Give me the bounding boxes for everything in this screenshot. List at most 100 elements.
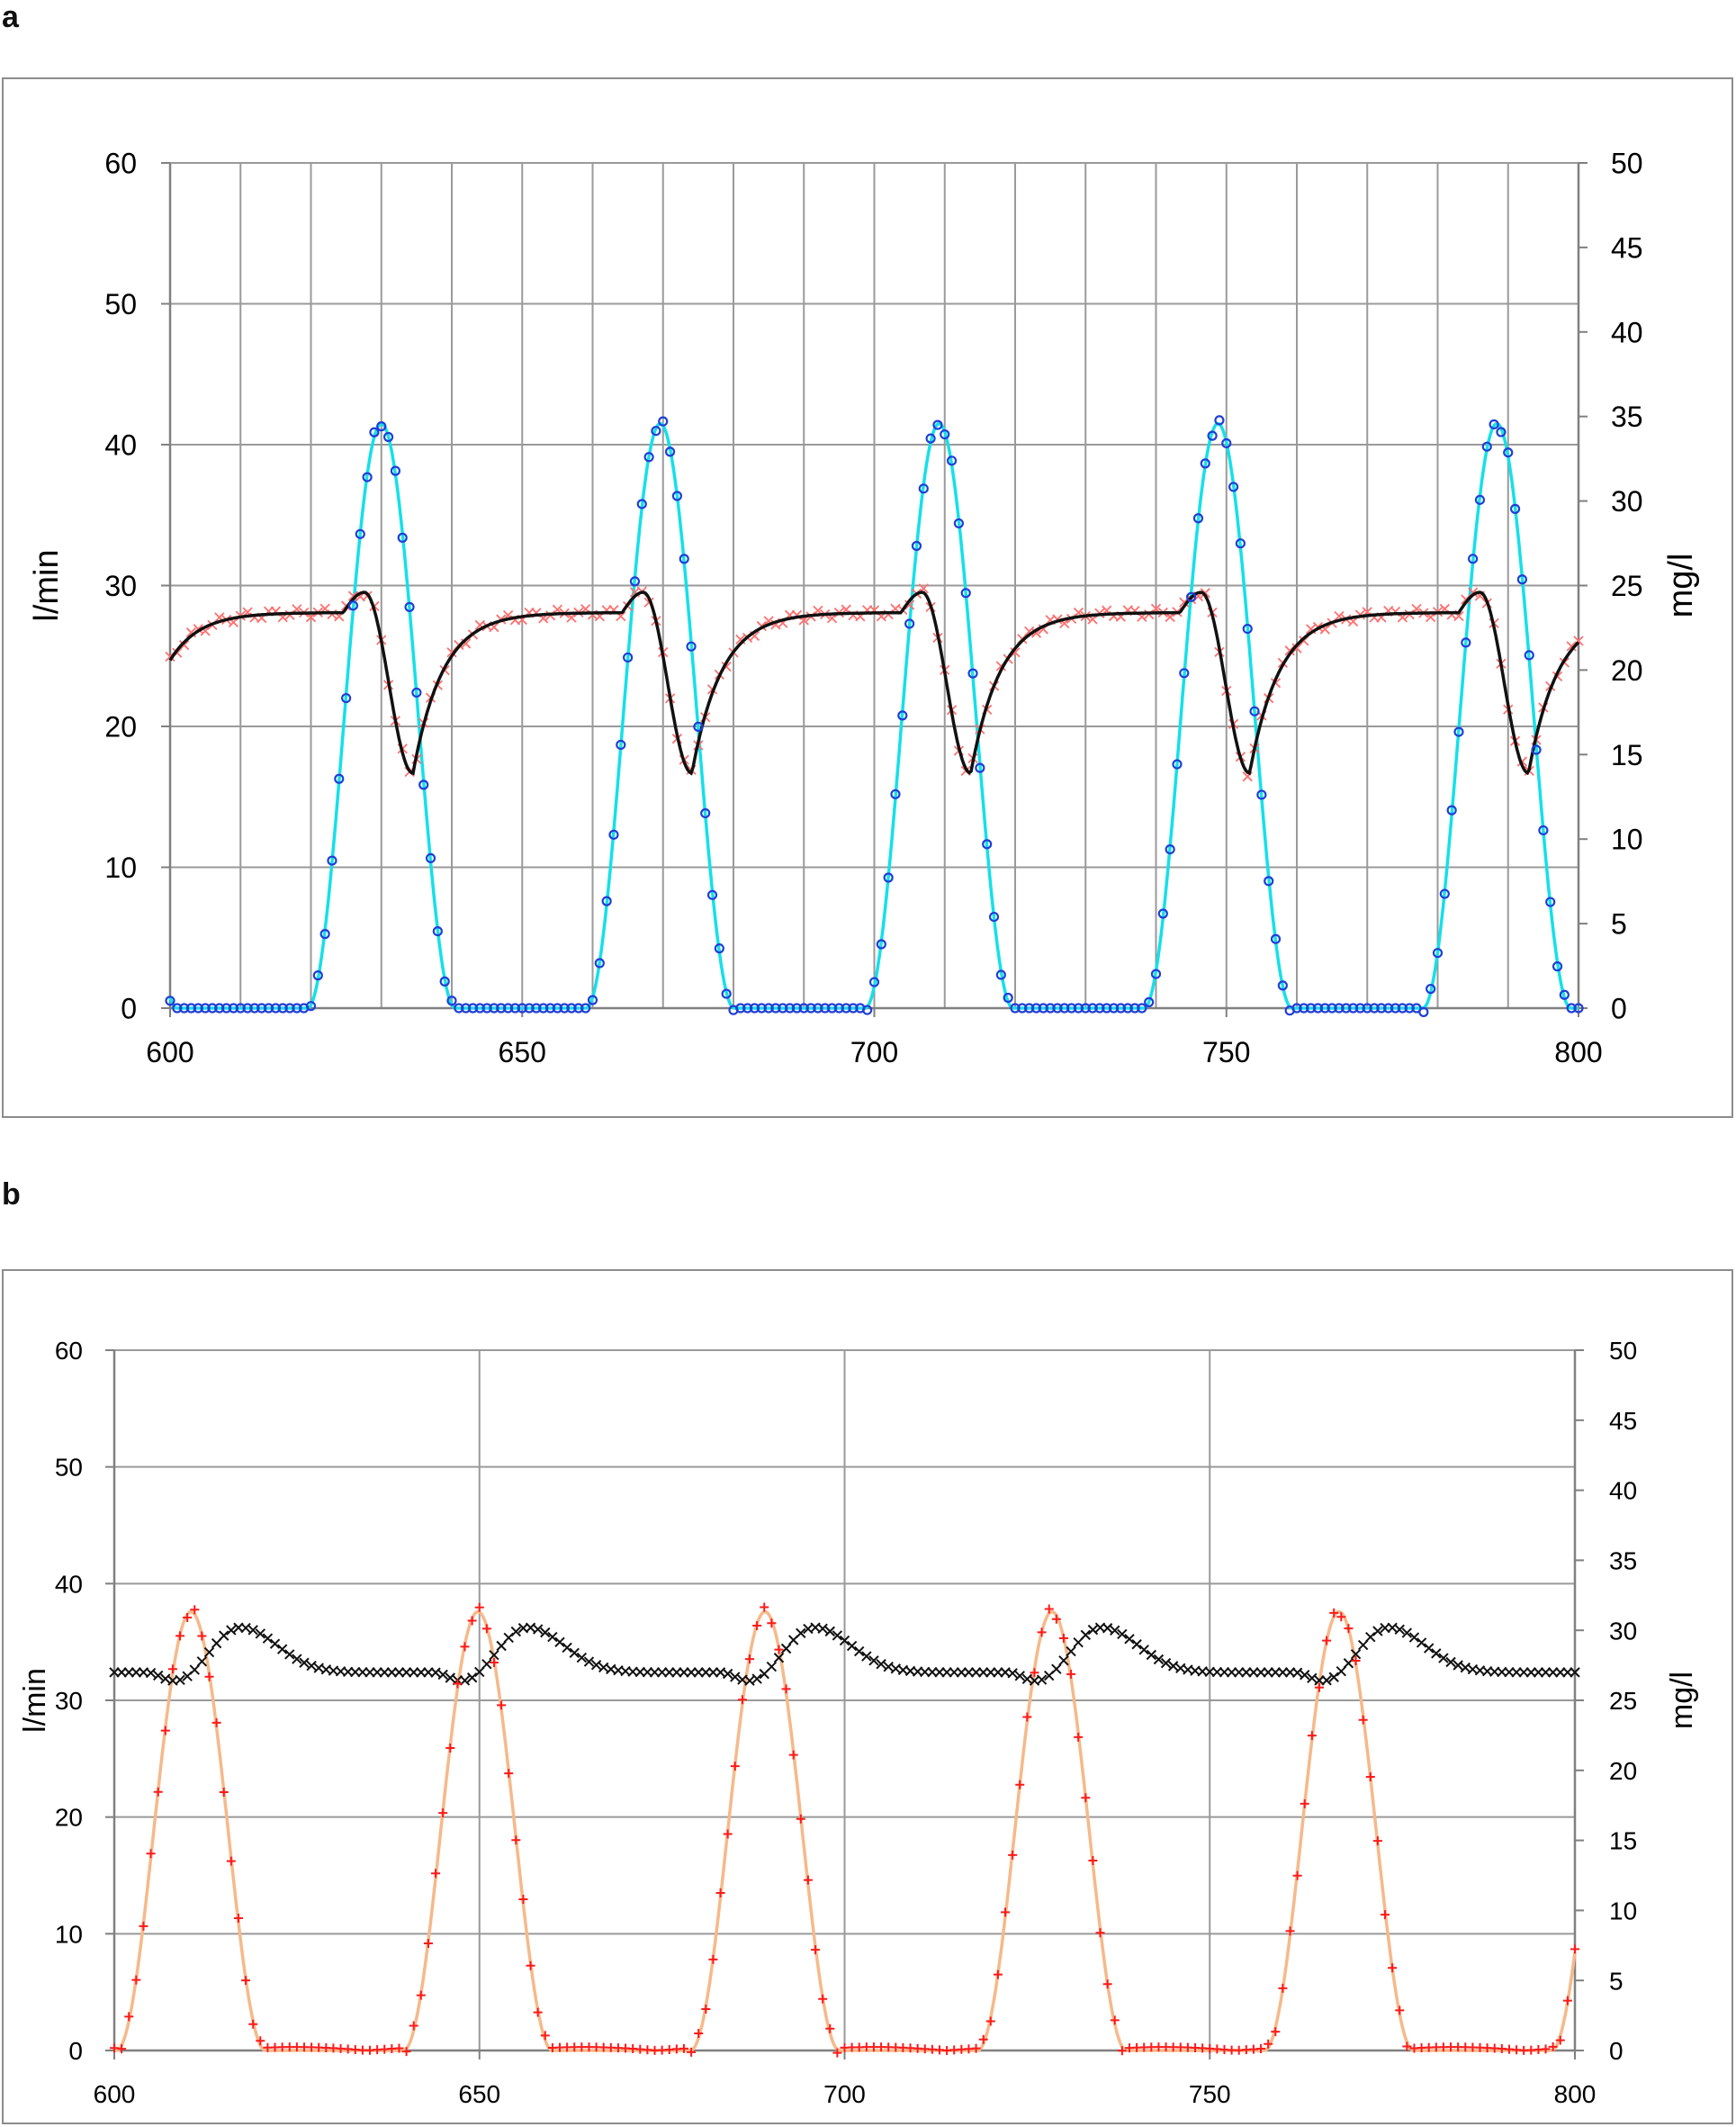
flow-measured-marker — [580, 1003, 591, 1014]
conc-measured-marker — [1336, 1665, 1347, 1677]
conc-measured-marker — [372, 1667, 382, 1678]
flow-measured-marker — [623, 652, 634, 663]
flow-measured-marker — [784, 1003, 796, 1014]
flow-measured-marker — [355, 528, 365, 539]
flow-measured-marker — [940, 428, 950, 440]
conc-measured-marker — [175, 1674, 185, 1686]
conc-measured-marker — [707, 1667, 719, 1678]
y-tick-label: 30 — [104, 570, 137, 602]
flow-measured-marker — [1051, 1614, 1061, 1624]
flow-measured-marker — [1074, 1732, 1084, 1742]
flow-measured-marker — [489, 1003, 499, 1014]
flow-measured-marker — [868, 977, 880, 987]
flow-measured-marker — [1228, 482, 1239, 492]
y-tick-label: 60 — [104, 148, 137, 180]
flow-measured-marker — [708, 1954, 718, 1964]
flow-measured-marker — [1037, 1627, 1047, 1637]
flow-measured-marker — [497, 1700, 507, 1710]
y-tick-label: 60 — [55, 1337, 83, 1365]
flow-measured-marker — [805, 1003, 816, 1014]
conc-measured-marker — [1066, 1645, 1076, 1657]
flow-measured-marker — [1299, 1003, 1309, 1014]
flow-measured-marker — [693, 721, 704, 732]
flow-measured-marker — [1300, 1798, 1309, 1808]
flow-measured-marker — [1157, 908, 1168, 919]
y2-tick-label: 50 — [1611, 148, 1643, 180]
y-tick-label: 0 — [121, 993, 137, 1025]
flow-measured-marker — [179, 1003, 190, 1014]
y2-tick-label: 40 — [1611, 316, 1643, 348]
flow-measured-marker — [1351, 1655, 1361, 1665]
conc-measured-marker — [276, 1644, 288, 1654]
flow-measured-marker — [481, 1624, 491, 1634]
flow-measured-marker — [1285, 1926, 1295, 1936]
flow-measured-marker — [369, 427, 380, 437]
flow-measured-marker — [233, 1914, 243, 1924]
y-tick-label: 40 — [55, 1570, 83, 1598]
flow-measured-marker — [1372, 1836, 1382, 1846]
flow-measured-marker — [376, 421, 387, 432]
flow-measured-marker — [249, 1003, 260, 1014]
y2-tick-label: 15 — [1611, 739, 1643, 771]
flow-measured-marker — [1165, 844, 1175, 855]
flow-measured-marker — [967, 668, 978, 679]
conc-measured-marker — [532, 1624, 544, 1635]
conc-measured-marker — [751, 1673, 762, 1684]
flow-measured-marker — [1179, 668, 1190, 679]
panel-b-label: b — [2, 1177, 21, 1212]
y2-axis-title: mg/l — [1665, 1672, 1699, 1729]
conc-measured-marker — [985, 1667, 996, 1678]
flow-measured-marker — [1066, 1669, 1076, 1679]
conc-measured-marker — [123, 1667, 134, 1678]
flow-measured-marker — [270, 1003, 281, 1014]
conc-measured-marker — [489, 1649, 499, 1661]
flow-measured-marker — [404, 601, 415, 612]
flow-measured-marker — [993, 1969, 1003, 1979]
conc-measured-marker — [1401, 1627, 1413, 1638]
flow-measured-marker — [826, 1003, 838, 1014]
conc-measured-marker — [1277, 1667, 1289, 1678]
flow-measured-marker — [474, 1602, 484, 1612]
flow-measured-marker — [193, 1003, 203, 1014]
flow-measured-marker — [1270, 933, 1282, 944]
flow-measured-marker — [496, 1003, 507, 1014]
conc-measured-marker — [409, 1667, 419, 1678]
flow-measured-marker — [284, 1003, 295, 1014]
flow-measured-marker — [811, 1945, 821, 1955]
conc-measured-marker — [1328, 1672, 1339, 1682]
flow-measured-marker — [1327, 1003, 1337, 1014]
flow-measured-marker — [1003, 992, 1013, 1004]
flow-measured-marker — [1397, 1003, 1408, 1014]
flow-measured-marker — [511, 1835, 521, 1845]
flow-measured-marker — [502, 1003, 514, 1014]
flow-measured-marker — [1052, 1003, 1063, 1014]
flow-measured-marker — [796, 1814, 805, 1824]
conc-measured-marker — [686, 1667, 697, 1678]
flow-measured-marker — [1144, 996, 1155, 1007]
conc-measured-marker — [116, 1667, 127, 1678]
flow-measured-marker — [1030, 1668, 1039, 1678]
flow-measured-marker — [1573, 1003, 1584, 1014]
conc-measured-marker — [868, 1655, 879, 1666]
conc-measured-marker — [1408, 1632, 1420, 1643]
flow-measured-marker — [1314, 1682, 1324, 1692]
flow-measured-marker — [207, 1003, 218, 1014]
conc-measured-marker — [722, 1668, 733, 1680]
conc-measured-marker — [1467, 587, 1479, 598]
flow-measured-marker — [1102, 1979, 1112, 1989]
conc-measured-marker — [1146, 1649, 1157, 1661]
y2-tick-label: 25 — [1611, 570, 1643, 602]
conc-measured-marker — [547, 1631, 558, 1643]
conc-measured-marker — [1248, 1667, 1259, 1678]
flow-measured-marker — [1552, 961, 1563, 972]
y2-tick-label: 35 — [1611, 401, 1643, 433]
flow-measured-marker — [228, 1003, 239, 1014]
flow-measured-marker — [737, 1695, 747, 1705]
conc-measured-marker — [817, 1623, 828, 1635]
conc-measured-marker — [226, 1625, 237, 1636]
flow-measured-marker — [788, 1750, 798, 1760]
flow-measured-marker — [1249, 706, 1260, 717]
conc-measured-marker — [883, 1661, 894, 1672]
flow-measured-marker — [1108, 1003, 1120, 1014]
flow-measured-marker — [439, 976, 450, 987]
